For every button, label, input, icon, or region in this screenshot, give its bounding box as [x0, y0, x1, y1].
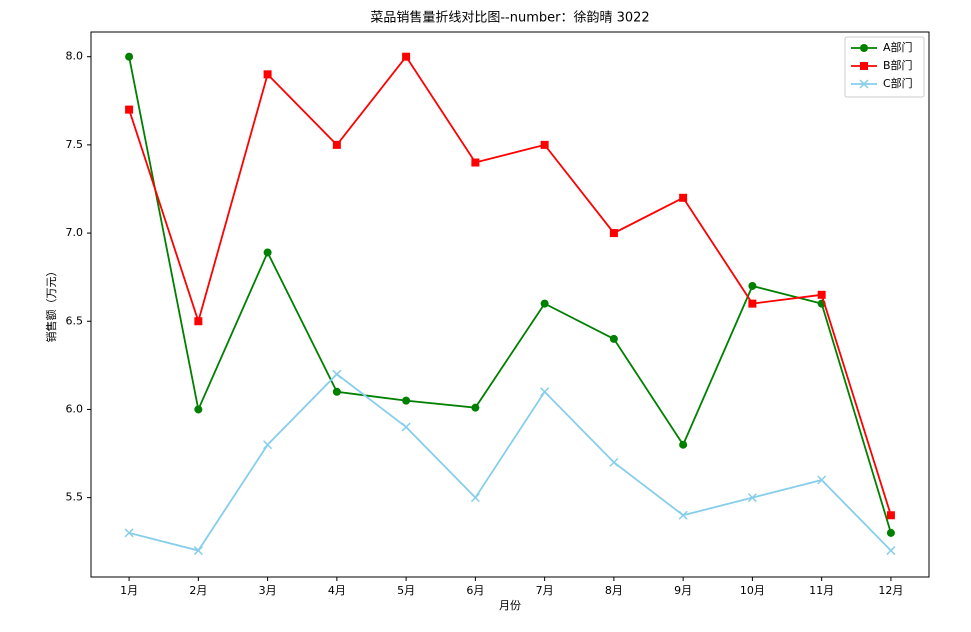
point [263, 440, 273, 450]
point [125, 52, 134, 61]
x-tick-label: 11月 [809, 584, 834, 597]
point [193, 546, 203, 556]
point [194, 405, 203, 414]
point [748, 299, 757, 308]
point [679, 193, 688, 202]
point [194, 317, 203, 326]
point [540, 140, 549, 149]
x-tick-label: 4月 [328, 584, 346, 597]
legend-marker [860, 62, 868, 70]
chart-title: 菜品销售量折线对比图--number：徐韵晴 3022 [370, 10, 649, 26]
x-tick-label: 2月 [189, 584, 207, 597]
y-tick-label: 7.0 [66, 226, 84, 239]
legend-label: A部门 [883, 40, 913, 54]
x-tick-label: 6月 [466, 584, 484, 597]
point [747, 493, 757, 503]
point [540, 387, 550, 397]
point [748, 281, 757, 290]
point [678, 510, 688, 520]
point [332, 387, 341, 396]
line [128, 56, 892, 534]
x-tick-label: 8月 [605, 584, 623, 597]
x-tick-label: 7月 [536, 584, 554, 597]
point [471, 158, 480, 167]
x-tick-label: 10月 [740, 584, 765, 597]
x-tick-label: 9月 [674, 584, 692, 597]
point [402, 396, 411, 405]
x-tick-label: 12月 [878, 584, 903, 597]
legend-label: B部门 [883, 58, 913, 72]
line [128, 372, 892, 552]
point [332, 369, 342, 379]
point [609, 229, 618, 238]
y-tick-label: 5.5 [66, 491, 84, 504]
legend-marker [860, 44, 868, 52]
x-tick-label: 5月 [397, 584, 415, 597]
point [401, 422, 411, 432]
point [886, 528, 895, 537]
point [886, 546, 896, 556]
point [332, 140, 341, 149]
y-tick-label: 6.0 [66, 402, 84, 415]
point [886, 511, 895, 520]
point [263, 70, 272, 79]
y-tick-label: 8.0 [66, 50, 84, 63]
plot-frame [90, 31, 930, 578]
point [609, 457, 619, 467]
y-tick-label: 6.5 [66, 314, 84, 327]
point [471, 403, 480, 412]
point [263, 248, 272, 257]
point [817, 475, 827, 485]
point [817, 290, 826, 299]
x-tick-label: 3月 [259, 584, 277, 597]
point [402, 52, 411, 61]
point [470, 493, 480, 503]
point [540, 299, 549, 308]
legend-box [844, 36, 925, 98]
line [128, 55, 892, 516]
x-tick-label: 1月 [120, 584, 138, 597]
legend-label: C部门 [883, 76, 913, 90]
point [679, 440, 688, 449]
legend-marker [859, 79, 869, 89]
point [124, 528, 134, 538]
point [609, 334, 618, 343]
y-tick-label: 7.5 [66, 138, 84, 151]
x-axis-label: 月份 [499, 599, 521, 612]
y-axis-label: 销售额（万元） [44, 266, 58, 343]
point [125, 105, 134, 114]
